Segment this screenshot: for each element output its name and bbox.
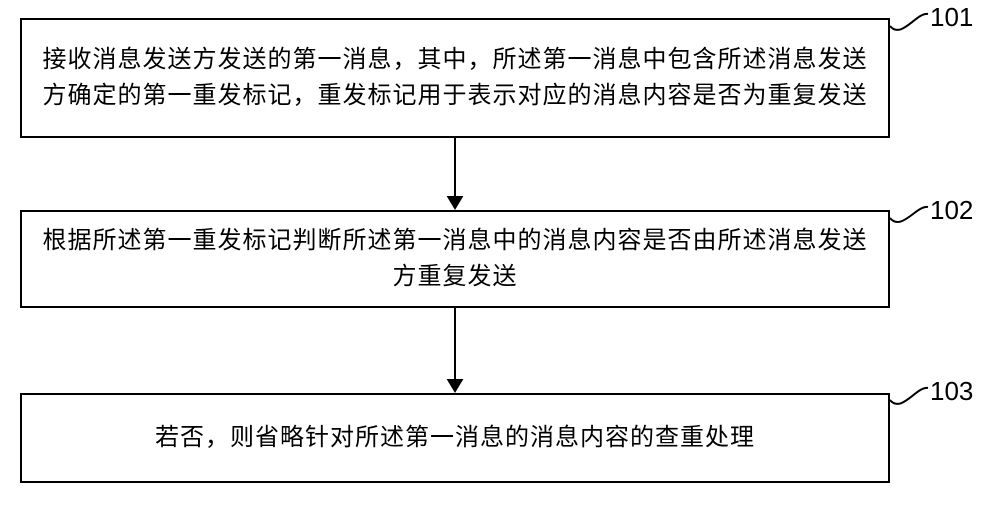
flow-arrow-icon — [0, 0, 1000, 506]
